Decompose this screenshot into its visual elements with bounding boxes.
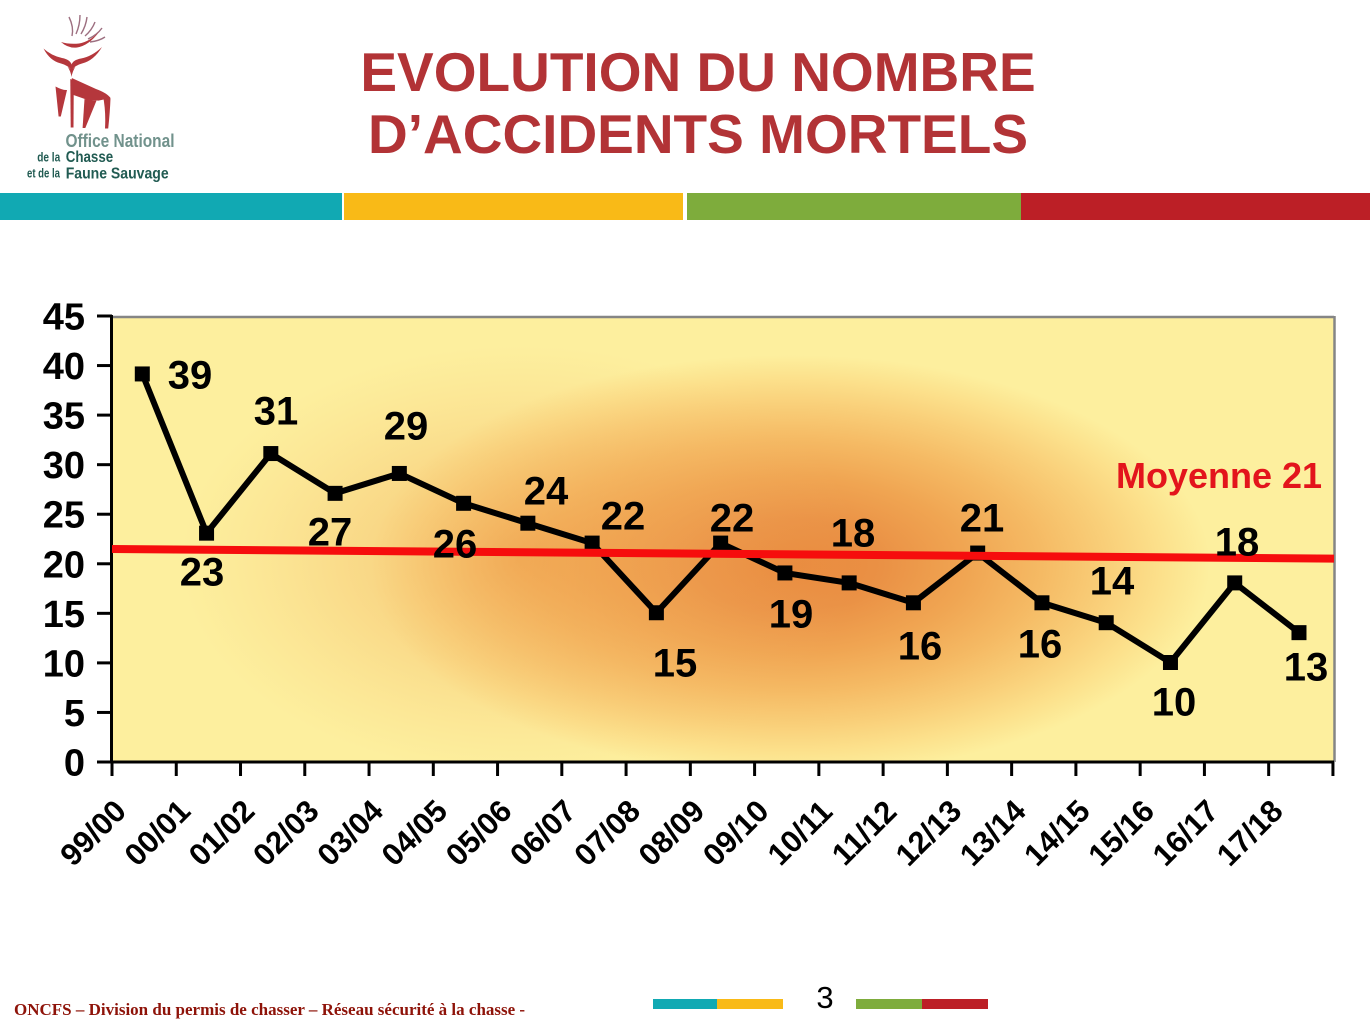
svg-text:25: 25 — [43, 495, 85, 537]
svg-text:04/05: 04/05 — [375, 793, 455, 873]
svg-text:12/13: 12/13 — [889, 793, 969, 873]
svg-text:22: 22 — [710, 496, 755, 540]
svg-text:24: 24 — [524, 469, 569, 513]
svg-text:14/15: 14/15 — [1017, 793, 1097, 873]
svg-text:09/10: 09/10 — [696, 793, 776, 873]
svg-text:18: 18 — [831, 511, 876, 555]
svg-text:et de la: et de la — [27, 166, 61, 180]
svg-text:39: 39 — [168, 353, 213, 397]
svg-text:14: 14 — [1090, 559, 1135, 603]
svg-text:26: 26 — [433, 522, 478, 566]
svg-text:15: 15 — [43, 594, 85, 636]
svg-text:10: 10 — [1152, 680, 1197, 724]
svg-text:27: 27 — [308, 510, 353, 554]
svg-text:05/06: 05/06 — [439, 793, 519, 873]
svg-text:99/00: 99/00 — [53, 793, 133, 873]
svg-text:10: 10 — [43, 643, 85, 685]
svg-text:13: 13 — [1284, 645, 1329, 689]
svg-text:19: 19 — [769, 592, 814, 636]
svg-text:11/12: 11/12 — [825, 794, 903, 872]
svg-text:45: 45 — [43, 297, 85, 339]
svg-text:5: 5 — [64, 693, 85, 735]
svg-text:06/07: 06/07 — [503, 793, 583, 873]
svg-text:08/09: 08/09 — [632, 793, 712, 873]
svg-text:15/16: 15/16 — [1081, 793, 1161, 873]
svg-text:02/03: 02/03 — [246, 793, 326, 873]
svg-text:0: 0 — [64, 743, 85, 785]
svg-text:00/01: 00/01 — [118, 793, 198, 873]
svg-text:20: 20 — [43, 544, 85, 586]
svg-text:23: 23 — [180, 550, 225, 594]
svg-text:Faune Sauvage: Faune Sauvage — [66, 165, 169, 182]
svg-text:Moyenne 21: Moyenne 21 — [1116, 455, 1322, 496]
svg-text:35: 35 — [43, 396, 85, 438]
svg-text:de la: de la — [37, 151, 61, 165]
svg-text:31: 31 — [254, 389, 299, 433]
svg-text:10/11: 10/11 — [761, 794, 839, 872]
svg-text:Office National: Office National — [66, 130, 175, 151]
svg-text:16/17: 16/17 — [1146, 793, 1226, 873]
svg-text:03/04: 03/04 — [310, 793, 390, 873]
svg-text:29: 29 — [384, 404, 429, 448]
svg-text:Chasse: Chasse — [66, 149, 114, 166]
svg-text:22: 22 — [601, 494, 646, 538]
svg-text:15: 15 — [653, 641, 698, 685]
svg-text:18: 18 — [1215, 520, 1260, 564]
svg-text:16: 16 — [1018, 622, 1063, 666]
svg-text:17/18: 17/18 — [1210, 793, 1290, 873]
svg-text:16: 16 — [898, 624, 943, 668]
svg-text:30: 30 — [43, 445, 85, 487]
svg-text:07/08: 07/08 — [567, 793, 647, 873]
svg-text:13/14: 13/14 — [953, 793, 1033, 873]
svg-text:40: 40 — [43, 346, 85, 388]
svg-text:21: 21 — [960, 496, 1005, 540]
svg-text:01/02: 01/02 — [182, 793, 262, 873]
